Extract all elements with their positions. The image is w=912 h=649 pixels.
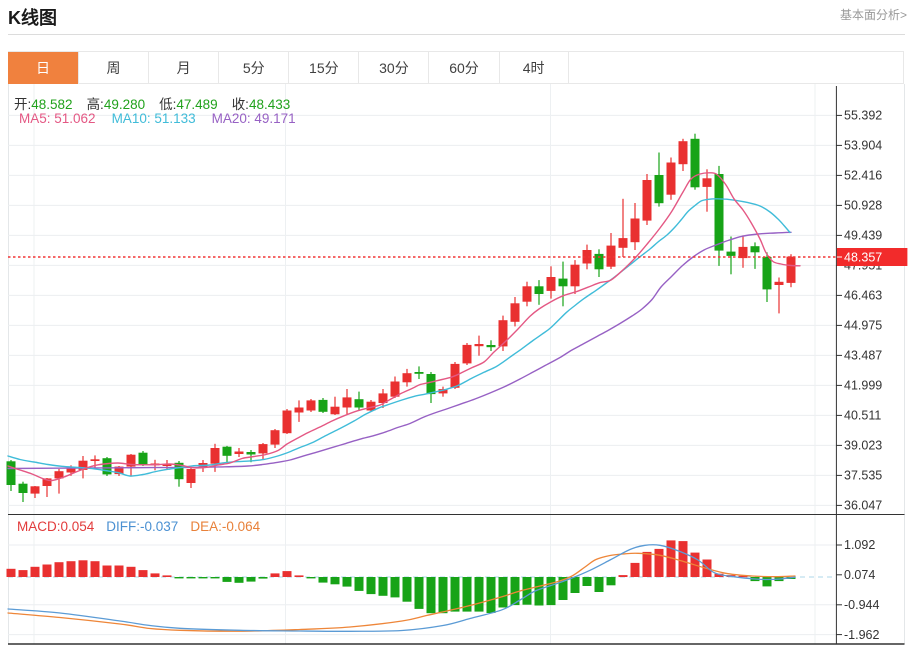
svg-text:-0.944: -0.944 [844,598,879,612]
svg-text:46.463: 46.463 [844,289,882,303]
svg-text:52.416: 52.416 [844,169,882,183]
svg-text:50.928: 50.928 [844,199,882,213]
svg-text:1.092: 1.092 [844,538,875,552]
svg-text:53.904: 53.904 [844,139,882,153]
svg-text:36.047: 36.047 [844,499,882,513]
svg-text:-1.962: -1.962 [844,628,879,642]
svg-text:43.487: 43.487 [844,349,882,363]
svg-text:49.439: 49.439 [844,229,882,243]
svg-text:55.392: 55.392 [844,109,882,123]
svg-text:40.511: 40.511 [844,409,881,423]
svg-text:44.975: 44.975 [844,319,882,333]
svg-text:41.999: 41.999 [844,379,882,393]
svg-text:48.357: 48.357 [844,251,882,265]
svg-text:0.074: 0.074 [844,568,875,582]
svg-text:37.535: 37.535 [844,469,882,483]
svg-text:39.023: 39.023 [844,439,882,453]
